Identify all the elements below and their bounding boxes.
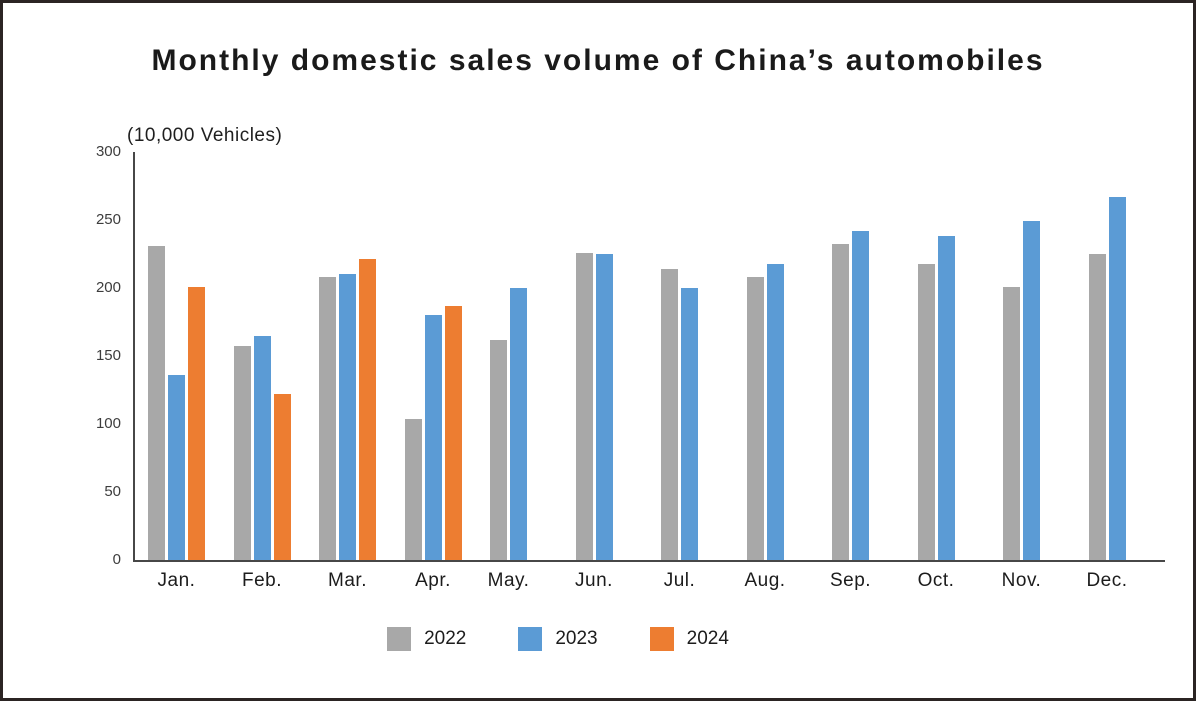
bar-group-jun — [575, 253, 613, 560]
bar-group-jan — [148, 246, 205, 560]
x-axis-tick-label: Mar. — [328, 570, 367, 591]
bar-2023-jul — [681, 288, 698, 560]
bar-2023-apr — [424, 315, 442, 560]
y-axis-unit-label: (10,000 Vehicles) — [127, 125, 283, 146]
bar-2022-jun — [575, 253, 593, 560]
legend-swatch-2024 — [649, 627, 674, 651]
legend-item-2023: 2023 — [518, 627, 598, 651]
bar-2023-oct — [937, 236, 955, 560]
bar-group-apr — [404, 306, 462, 560]
x-axis-tick-label: Dec. — [1086, 570, 1128, 591]
bar-group-oct — [917, 236, 955, 560]
y-axis-tick-label: 0 — [112, 551, 121, 568]
legend-item-2024: 2024 — [649, 627, 729, 651]
x-axis-tick-label: Nov. — [1001, 570, 1042, 591]
bar-2023-sep — [852, 231, 869, 560]
bar-2022-dec — [1088, 254, 1106, 560]
bar-2022-may — [490, 340, 507, 560]
x-axis-tick-label: Apr. — [415, 570, 451, 591]
bar-group-feb — [233, 336, 291, 560]
legend-label-2022: 2022 — [424, 628, 467, 649]
y-axis-tick-label: 150 — [95, 347, 121, 364]
bar-2022-aug — [746, 277, 764, 560]
bar-2023-mar — [339, 274, 356, 560]
bar-2022-sep — [832, 244, 849, 560]
legend-swatch-2022 — [387, 627, 412, 651]
y-axis-tick-label: 300 — [95, 143, 121, 160]
bar-group-nov — [1003, 221, 1040, 560]
x-axis-tick-label: Aug. — [744, 570, 786, 591]
bar-group-sep — [832, 231, 869, 560]
bar-2023-jan — [168, 375, 185, 560]
bar-group-mar — [319, 259, 376, 560]
legend-item-2022: 2022 — [387, 627, 466, 651]
y-axis-tick-label: 250 — [95, 211, 121, 228]
bar-2022-nov — [1003, 287, 1020, 560]
bar-2023-jun — [595, 254, 613, 560]
bar-group-may — [490, 288, 527, 560]
chart-title: Monthly domestic sales volume of China’s… — [151, 44, 1045, 77]
bar-2022-feb — [233, 346, 251, 560]
bar-group-aug — [746, 264, 784, 560]
x-axis-tick-label: Jun. — [575, 570, 613, 591]
y-axis-tick-label: 100 — [95, 415, 121, 432]
bar-2023-aug — [766, 264, 784, 560]
x-axis-tick-label: Sep. — [829, 570, 872, 591]
bar-2022-oct — [917, 264, 935, 560]
bar-group-jul — [661, 269, 698, 560]
bar-2022-jul — [661, 269, 678, 560]
x-axis-tick-label: Jan. — [157, 570, 196, 591]
bar-2024-jan — [188, 287, 205, 560]
bar-2023-may — [510, 288, 527, 560]
y-axis-tick-label: 50 — [104, 483, 121, 500]
bar-2023-nov — [1023, 221, 1040, 560]
bar-2023-feb — [253, 336, 271, 560]
bar-group-dec — [1088, 197, 1126, 560]
legend-swatch-2023 — [518, 627, 543, 651]
bar-2023-dec — [1108, 197, 1126, 560]
x-axis-tick-label: Feb. — [241, 570, 283, 591]
bar-2022-apr — [404, 419, 422, 560]
plot-area: 0 50 100 150 200 250 300 Jan. Feb. Mar. Apr. May. Ju… — [96, 143, 1165, 591]
bar-2024-feb — [273, 394, 291, 560]
bar-2022-mar — [319, 277, 336, 560]
bar-2022-jan — [148, 246, 165, 560]
x-axis-tick-label: Jul. — [663, 570, 696, 591]
bar-2024-apr — [444, 306, 462, 560]
y-axis-tick-label: 200 — [95, 279, 121, 296]
legend: 2022 2023 2024 — [3, 627, 1153, 651]
bar-2024-mar — [359, 259, 376, 560]
legend-label-2023: 2023 — [555, 628, 598, 649]
x-axis-tick-label: May. — [487, 570, 530, 591]
x-axis-tick-label: Oct. — [917, 570, 955, 591]
legend-label-2024: 2024 — [686, 628, 729, 649]
